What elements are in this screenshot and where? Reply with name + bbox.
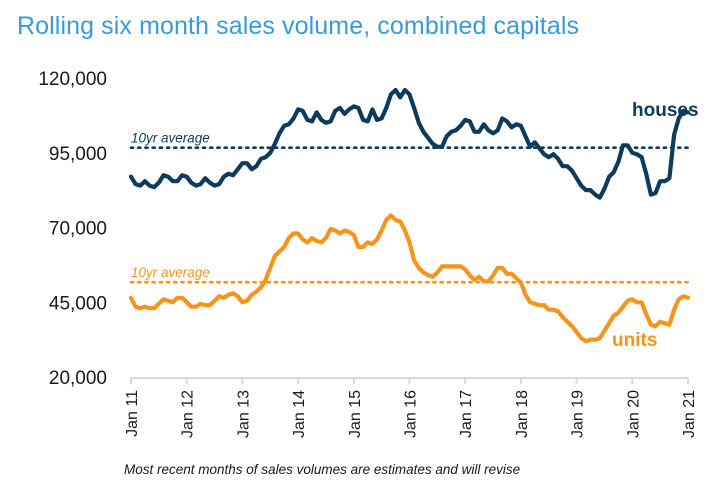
chart-title: Rolling six month sales volume, combined… [17, 12, 580, 40]
x-tick-label: Jan 13 [235, 390, 252, 438]
x-tick-label: Jan 19 [570, 390, 587, 438]
series-line-houses [128, 87, 691, 200]
y-axis-labels: 20,000 45,000 70,000 95,000 120,000 [38, 69, 107, 389]
y-tick-label: 120,000 [38, 69, 107, 90]
average-lines: 10yr average 10yr average [129, 131, 690, 284]
series-label-houses: houses [632, 100, 699, 121]
series-line-units [128, 213, 691, 344]
series-lines [128, 87, 691, 344]
average-label-units: 10yr average [131, 265, 210, 280]
x-tick-label: Jan 21 [681, 390, 698, 438]
footnote: Most recent months of sales volumes are … [124, 462, 521, 477]
x-tick-label: Jan 15 [347, 390, 364, 438]
x-tick-label: Jan 17 [458, 390, 475, 438]
x-tick-label: Jan 20 [625, 390, 642, 438]
y-tick-label: 95,000 [49, 144, 107, 165]
y-tick-label: 70,000 [49, 219, 107, 240]
x-tick-label: Jan 11 [124, 390, 141, 437]
series-label-units: units [612, 330, 657, 351]
x-tick-label: Jan 14 [291, 390, 308, 438]
x-tick-label: Jan 16 [403, 390, 420, 438]
x-tick-label: Jan 18 [514, 390, 531, 438]
average-label-houses: 10yr average [131, 131, 210, 146]
y-tick-label: 45,000 [49, 293, 107, 314]
x-tick-label: Jan 12 [180, 390, 197, 438]
x-axis: Jan 11 Jan 12 Jan 13 Jan 14 Jan 15 Jan 16 Jan … [124, 377, 698, 438]
y-tick-label: 20,000 [49, 368, 107, 389]
